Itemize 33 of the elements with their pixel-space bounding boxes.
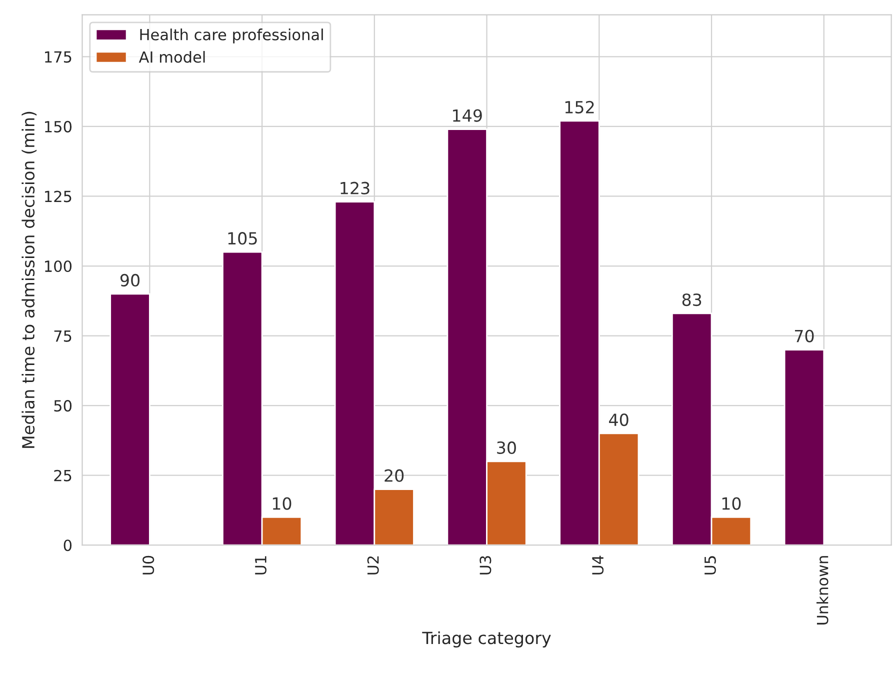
data-label: 10 [722,497,741,510]
data-label: 149 [453,109,482,122]
y-tick-label: 150 [45,120,72,132]
y-tick-label: 25 [54,470,72,482]
y-tick-label: 125 [45,190,72,202]
legend-label: Health care professional [140,28,323,44]
data-label: 123 [340,182,370,194]
bar [784,349,825,546]
data-label: 70 [794,330,814,342]
x-axis-title: Triage category [422,631,551,648]
x-tick-label: U3 [480,556,492,574]
y-tick-label: 100 [45,260,72,272]
x-tick-label: Unknown [816,556,828,624]
y-tick-label: 175 [45,51,72,63]
y-tick-label: 0 [64,540,72,552]
data-label: 83 [682,293,702,306]
y-tick-label: 50 [54,400,72,412]
data-label: 90 [120,274,140,287]
data-label: 10 [272,497,292,510]
data-label: 30 [497,441,516,454]
data-label: 20 [384,469,404,482]
y-axis-title: Median time to admission decision (min) [22,112,37,448]
data-label: 105 [228,232,257,245]
y-tick-label: 75 [54,330,72,342]
data-label: 152 [565,100,594,114]
x-tick-label: U1 [255,556,266,574]
bar [110,293,150,546]
data-label: 40 [609,413,628,426]
x-tick-label: U0 [142,556,154,574]
x-tick-label: U5 [704,556,716,574]
x-tick-label: U4 [592,556,604,574]
legend-label: AI model [138,50,205,63]
x-tick-label: U2 [367,556,379,574]
